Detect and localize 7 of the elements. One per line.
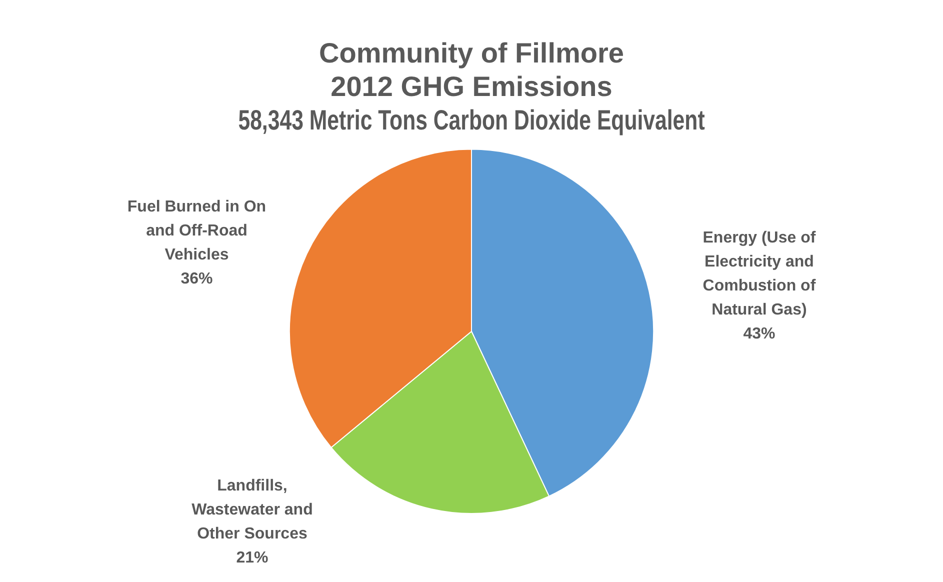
chart-title: Community of Fillmore 2012 GHG Emissions 58,343 Metric Tons Carbon Dioxide Equivalent [238,38,705,136]
data-label: 21% [236,549,268,566]
slice-label: Landfills, Wastewater and Other Sources [192,477,313,542]
data-label: 43% [743,326,776,343]
slice-label: Energy (Use of Electricity and Combustion of Natural Gas) [702,230,816,319]
slice-label: Fuel Burned in On and Off-Road Vehicles [127,198,266,264]
data-label: 36% [180,270,213,288]
